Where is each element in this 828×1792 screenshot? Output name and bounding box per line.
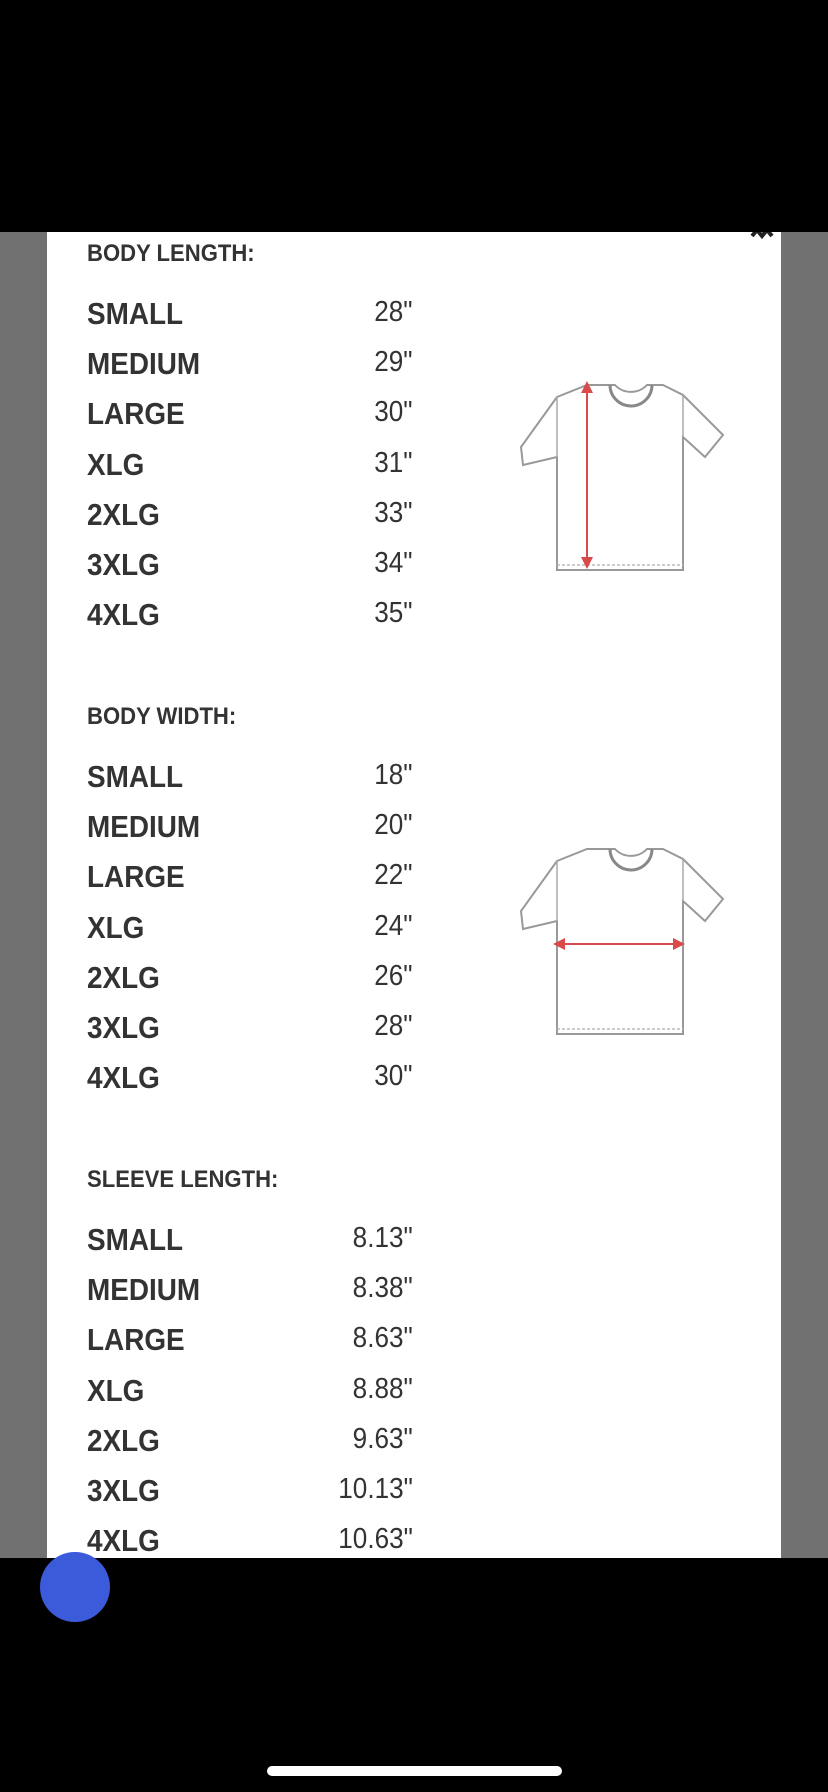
size-row: LARGE 30"	[87, 396, 413, 436]
size-row: MEDIUM 29"	[87, 346, 413, 386]
size-label: 3XLG	[87, 547, 160, 582]
measurement-value: 8.38"	[352, 1272, 413, 1305]
size-label: 2XLG	[87, 496, 160, 532]
size-chart-modal: BODY LENGTH: SMALL 28" MEDIUM 29" LARGE 30"…	[47, 232, 781, 1558]
section-heading: BODY WIDTH:	[87, 703, 237, 730]
size-label: SMALL	[87, 296, 184, 331]
size-row: XLG 24"	[87, 910, 413, 950]
size-label: SMALL	[87, 759, 184, 794]
measurement-value: 29"	[374, 346, 413, 379]
size-label: LARGE	[87, 396, 185, 432]
section-heading: BODY LENGTH:	[87, 240, 255, 267]
measurement-value: 24"	[374, 909, 413, 942]
section-heading: SLEEVE LENGTH:	[87, 1166, 279, 1193]
measurement-value: 28"	[374, 1010, 413, 1042]
size-row: LARGE 22"	[87, 859, 413, 899]
measurement-value: 26"	[374, 959, 413, 992]
measurement-value: 10.63"	[338, 1523, 413, 1556]
measurement-value: 22"	[374, 859, 413, 892]
measurement-value: 30"	[374, 396, 413, 429]
measurement-value: 10.13"	[338, 1473, 413, 1505]
measurement-value: 31"	[374, 446, 413, 479]
size-label: MEDIUM	[87, 1272, 201, 1308]
measurement-value: 28"	[374, 296, 413, 328]
size-row: MEDIUM 8.38"	[87, 1272, 413, 1312]
size-label: 4XLG	[87, 597, 160, 633]
measurement-value: 20"	[374, 809, 413, 842]
size-row: 3XLG 34"	[87, 547, 413, 587]
tshirt-diagram-icon	[515, 839, 725, 1044]
size-label: XLG	[87, 446, 145, 482]
size-label: 2XLG	[87, 959, 160, 995]
backdrop-left[interactable]	[0, 232, 47, 1558]
size-row: 4XLG 30"	[87, 1060, 413, 1100]
size-row: MEDIUM 20"	[87, 809, 413, 849]
size-row: 3XLG 28"	[87, 1010, 413, 1050]
measurement-value: 33"	[374, 496, 413, 529]
size-row: 2XLG 9.63"	[87, 1423, 413, 1463]
home-indicator[interactable]	[267, 1766, 562, 1776]
size-row: 4XLG 10.63"	[87, 1523, 413, 1558]
tshirt-diagram-icon	[515, 375, 725, 580]
measurement-value: 18"	[374, 759, 413, 791]
bottom-bar	[0, 1558, 828, 1792]
close-icon[interactable]	[747, 232, 777, 249]
size-label: LARGE	[87, 1322, 185, 1358]
size-label: SMALL	[87, 1222, 184, 1257]
measurement-value: 8.63"	[352, 1322, 413, 1355]
size-label: 3XLG	[87, 1010, 160, 1045]
measurement-value: 8.13"	[352, 1222, 413, 1254]
size-row: 3XLG 10.13"	[87, 1473, 413, 1513]
size-row: 4XLG 35"	[87, 597, 413, 637]
size-row: SMALL 28"	[87, 296, 413, 336]
size-label: 4XLG	[87, 1060, 160, 1096]
measurement-value: 34"	[374, 547, 413, 579]
size-label: MEDIUM	[87, 346, 201, 382]
size-row: SMALL 8.13"	[87, 1222, 413, 1262]
size-row: LARGE 8.63"	[87, 1322, 413, 1362]
measurement-value: 8.88"	[352, 1372, 413, 1405]
size-row: XLG 8.88"	[87, 1373, 413, 1413]
backdrop-right[interactable]	[781, 232, 828, 1558]
size-row: 2XLG 26"	[87, 960, 413, 1000]
measurement-value: 30"	[374, 1060, 413, 1093]
size-label: MEDIUM	[87, 809, 201, 845]
size-row: SMALL 18"	[87, 759, 413, 799]
size-label: XLG	[87, 909, 145, 945]
size-label: LARGE	[87, 859, 185, 895]
size-label: 3XLG	[87, 1473, 160, 1508]
measurement-value: 35"	[374, 597, 413, 630]
size-label: 4XLG	[87, 1523, 160, 1558]
size-label: XLG	[87, 1372, 145, 1408]
chat-bubble-icon[interactable]	[40, 1552, 110, 1622]
size-label: 2XLG	[87, 1422, 160, 1458]
size-row: 2XLG 33"	[87, 497, 413, 537]
size-row: XLG 31"	[87, 447, 413, 487]
measurement-value: 9.63"	[352, 1422, 413, 1455]
